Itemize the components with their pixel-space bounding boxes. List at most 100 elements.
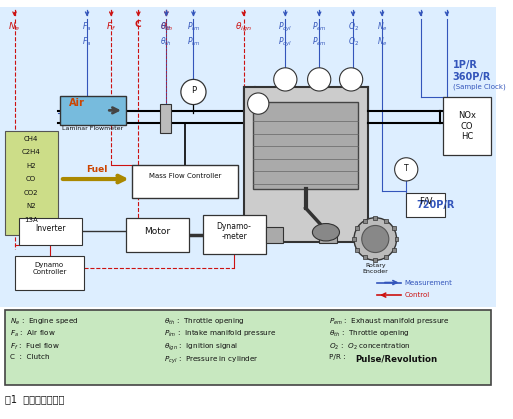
Text: $N_e$: $N_e$ xyxy=(377,36,387,48)
Circle shape xyxy=(354,218,397,260)
Text: $P_{im}$ :  Intake manifold pressure: $P_{im}$ : Intake manifold pressure xyxy=(165,329,277,339)
Text: $O_2$: $O_2$ xyxy=(348,36,359,48)
Text: P: P xyxy=(284,75,287,80)
Circle shape xyxy=(362,225,389,253)
Text: H2: H2 xyxy=(26,163,36,168)
Text: $\theta_{ign}$ :  Ignition signal: $\theta_{ign}$ : Ignition signal xyxy=(165,341,239,353)
FancyBboxPatch shape xyxy=(19,218,82,245)
Text: P: P xyxy=(256,99,261,108)
Text: 360P/R: 360P/R xyxy=(452,72,491,82)
FancyBboxPatch shape xyxy=(244,87,367,242)
Text: CO2: CO2 xyxy=(24,190,38,196)
Bar xyxy=(352,237,356,241)
Text: Rotary
Encoder: Rotary Encoder xyxy=(362,263,388,274)
Text: $F_f$ :  Fuel flow: $F_f$ : Fuel flow xyxy=(10,341,60,352)
Bar xyxy=(384,219,388,222)
Text: Inverter: Inverter xyxy=(35,225,66,233)
FancyBboxPatch shape xyxy=(14,256,84,290)
Text: $N_e$: $N_e$ xyxy=(8,21,21,33)
Text: $P_{cyl}$: $P_{cyl}$ xyxy=(278,21,292,34)
Text: $\theta_{th}$ :  Throttle opening: $\theta_{th}$ : Throttle opening xyxy=(165,316,245,326)
Text: N2: N2 xyxy=(26,203,36,209)
Text: $P_{em}$: $P_{em}$ xyxy=(312,21,327,33)
Bar xyxy=(384,256,388,259)
Bar xyxy=(394,237,399,241)
Circle shape xyxy=(248,93,269,114)
Text: C  :  Clutch: C : Clutch xyxy=(10,354,49,360)
Text: Control: Control xyxy=(404,292,429,298)
Text: Air: Air xyxy=(69,98,85,108)
Text: CO: CO xyxy=(26,176,36,182)
FancyBboxPatch shape xyxy=(443,97,491,155)
FancyBboxPatch shape xyxy=(126,218,189,251)
FancyBboxPatch shape xyxy=(266,228,283,243)
FancyBboxPatch shape xyxy=(5,310,491,385)
Text: $O_2$: $O_2$ xyxy=(348,21,359,33)
Bar xyxy=(373,216,377,220)
Text: 13A: 13A xyxy=(24,217,38,223)
Text: $N_e$: $N_e$ xyxy=(377,21,387,33)
Text: CH4: CH4 xyxy=(24,135,38,142)
Text: $\theta_{th}$ :  Throttle opening: $\theta_{th}$ : Throttle opening xyxy=(329,329,409,339)
Bar xyxy=(392,248,396,251)
FancyBboxPatch shape xyxy=(253,102,358,189)
Text: O₂: O₂ xyxy=(347,75,355,80)
Text: $F_a$: $F_a$ xyxy=(83,36,92,48)
Text: F/V: F/V xyxy=(419,197,432,205)
Text: P/R :: P/R : xyxy=(329,354,350,360)
Text: Mass Flow Controller: Mass Flow Controller xyxy=(149,173,221,179)
Circle shape xyxy=(308,68,331,91)
Text: Pulse/Revolution: Pulse/Revolution xyxy=(355,354,437,363)
Text: $N_e$ :  Engine speed: $N_e$ : Engine speed xyxy=(10,316,78,326)
Text: $O_2$ :  $O_2$ concentration: $O_2$ : $O_2$ concentration xyxy=(329,341,410,352)
Text: C: C xyxy=(135,21,142,29)
Text: (Sample Clock): (Sample Clock) xyxy=(452,83,505,90)
Bar xyxy=(355,248,359,251)
Text: $F_f$: $F_f$ xyxy=(106,21,116,33)
Text: Fuel: Fuel xyxy=(86,166,107,174)
FancyBboxPatch shape xyxy=(0,7,496,307)
Text: $\theta_{th}$: $\theta_{th}$ xyxy=(161,21,172,33)
Bar xyxy=(363,256,367,259)
Text: Motor: Motor xyxy=(144,228,170,236)
Text: $F_a$ :  Air flow: $F_a$ : Air flow xyxy=(10,329,55,339)
Text: $P_{cyl}$ :  Pressure in cylinder: $P_{cyl}$ : Pressure in cylinder xyxy=(165,354,259,366)
Text: C2H4: C2H4 xyxy=(22,149,41,155)
Text: $P_{im}$: $P_{im}$ xyxy=(187,21,200,33)
Text: Measurement: Measurement xyxy=(404,279,452,286)
Text: $\theta_{th}$: $\theta_{th}$ xyxy=(161,36,172,48)
Text: Dynamo
Controller: Dynamo Controller xyxy=(32,262,67,275)
Text: T: T xyxy=(404,163,408,173)
Circle shape xyxy=(181,80,206,105)
Text: $P_{em}$: $P_{em}$ xyxy=(312,36,327,48)
FancyBboxPatch shape xyxy=(131,165,238,198)
FancyBboxPatch shape xyxy=(5,131,58,235)
Text: T: T xyxy=(317,75,321,80)
Circle shape xyxy=(340,68,363,91)
Bar xyxy=(373,259,377,262)
Ellipse shape xyxy=(312,223,340,241)
Bar xyxy=(355,226,359,230)
Text: $P_{cyl}$: $P_{cyl}$ xyxy=(278,36,292,49)
Text: $P_{em}$ :  Exhaust manifold pressure: $P_{em}$ : Exhaust manifold pressure xyxy=(329,316,449,326)
Text: $\theta_{th}$: $\theta_{th}$ xyxy=(160,21,173,33)
FancyBboxPatch shape xyxy=(160,103,171,132)
FancyBboxPatch shape xyxy=(319,228,337,243)
Text: $\theta_{ign}$: $\theta_{ign}$ xyxy=(235,21,252,34)
FancyBboxPatch shape xyxy=(406,193,445,217)
Text: $F_a$: $F_a$ xyxy=(83,21,92,33)
Bar xyxy=(392,226,396,230)
FancyBboxPatch shape xyxy=(203,215,266,253)
Circle shape xyxy=(394,158,418,181)
Text: 720P/R: 720P/R xyxy=(416,200,455,210)
Text: 图1  实验装置示意图: 图1 实验装置示意图 xyxy=(5,394,64,404)
Text: 1P/R: 1P/R xyxy=(452,60,478,70)
Text: $P_{im}$: $P_{im}$ xyxy=(187,36,200,48)
Text: NOx
CO
HC: NOx CO HC xyxy=(458,111,476,141)
Text: Laminar Flowmeter: Laminar Flowmeter xyxy=(62,126,124,131)
Circle shape xyxy=(274,68,297,91)
Text: P: P xyxy=(191,86,196,95)
Text: Dynamo-
-meter: Dynamo- -meter xyxy=(216,222,251,241)
FancyBboxPatch shape xyxy=(60,96,126,125)
Bar xyxy=(363,219,367,222)
